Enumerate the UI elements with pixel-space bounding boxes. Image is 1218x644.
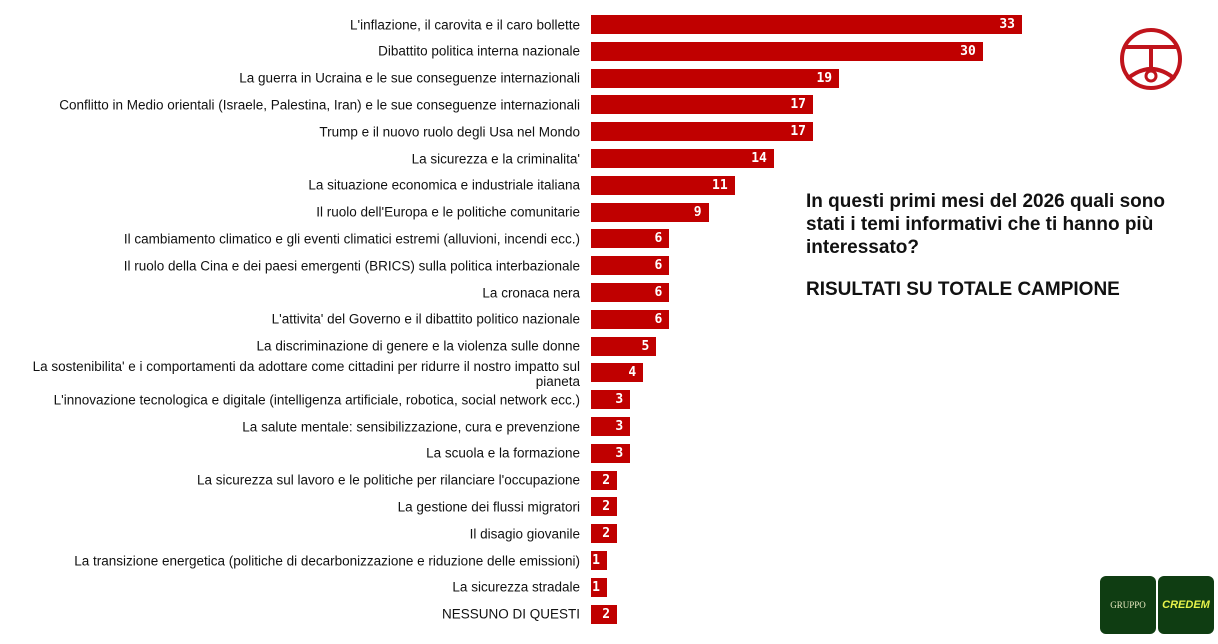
bar: 6 [591, 256, 670, 276]
category-label: La discriminazione di genere e la violen… [256, 338, 580, 354]
category-label: La gestione dei flussi migratori [397, 499, 580, 515]
data-label: 17 [790, 124, 807, 140]
data-label: 11 [712, 177, 728, 193]
category-label: NESSUNO DI QUESTI [441, 606, 580, 622]
category-label: La situazione economica e industriale it… [308, 177, 580, 193]
category-label: L'innovazione tecnologica e digitale (in… [53, 392, 580, 408]
category-label: La sicurezza stradale [452, 579, 580, 595]
bar: 4 [591, 363, 644, 383]
category-label: Dibattito politica interna nazionale [378, 43, 580, 59]
category-label: La transizione energetica (politiche di … [74, 553, 580, 568]
bar: 1 [591, 577, 607, 597]
bar: 2 [591, 524, 618, 544]
bar: 6 [591, 229, 670, 249]
bar: 33 [591, 15, 1022, 34]
bar: 3 [591, 443, 631, 463]
category-label: Il ruolo dell'Europa e le politiche comu… [316, 204, 580, 220]
category-label: La sostenibilita' e i comportamenti da a… [32, 359, 580, 390]
logo-gruppo: GRUPPO [1100, 576, 1156, 634]
bar: 2 [591, 604, 618, 624]
bar: 6 [591, 283, 670, 302]
bar-row: La situazione economica e industriale it… [0, 172, 1000, 199]
bar-row: Dibattito politica interna nazionale 30 [0, 38, 1000, 65]
bar: 6 [591, 309, 670, 329]
data-label: 4 [628, 365, 637, 381]
category-label: Il cambiamento climatico e gli eventi cl… [123, 231, 580, 247]
bar-row: La gestione dei flussi migratori 2 [0, 493, 1000, 520]
bar: 17 [591, 95, 814, 115]
data-label: 5 [641, 338, 650, 354]
category-label: Conflitto in Medio orientali (Israele, P… [59, 97, 580, 113]
bar-row: L'inflazione, il carovita e il caro boll… [0, 11, 1022, 38]
bar: 3 [591, 390, 631, 410]
data-label: 6 [654, 311, 663, 327]
data-label: 3 [615, 445, 624, 461]
category-label: L'inflazione, il carovita e il caro boll… [350, 17, 580, 32]
data-label: 17 [790, 97, 807, 113]
bar-row: La sicurezza stradale 1 [0, 574, 1000, 601]
data-label: 2 [602, 472, 611, 488]
data-label: 2 [602, 499, 611, 515]
subtitle: RISULTATI SU TOTALE CAMPIONE [806, 279, 1120, 300]
bar-row: La guerra in Ucraina e le sue conseguenz… [0, 65, 1000, 92]
data-label: 6 [654, 258, 663, 274]
data-label: 6 [654, 231, 663, 247]
bar-row: La scuola e la formazione 3 [0, 440, 1000, 467]
category-label: La sicurezza sul lavoro e le politiche p… [196, 472, 580, 488]
category-label: La scuola e la formazione [426, 445, 580, 461]
bar-row: L'innovazione tecnologica e digitale (in… [0, 386, 1000, 413]
category-label: Trump e il nuovo ruolo degli Usa nel Mon… [319, 124, 580, 140]
data-label: 19 [816, 70, 833, 86]
logo-credem: CREDEM [1158, 576, 1214, 634]
credem-logo: GRUPPO CREDEM [1100, 576, 1218, 634]
bar-row: La sicurezza sul lavoro e le politiche p… [0, 467, 1000, 494]
bar: 11 [591, 175, 735, 195]
bar-row: La cronaca nera 6 [0, 279, 1000, 306]
bar-row: La sicurezza e la criminalita' 14 [0, 145, 1000, 172]
category-label: La salute mentale: sensibilizzazione, cu… [242, 419, 580, 434]
bar-row: Il cambiamento climatico e gli eventi cl… [0, 225, 1000, 252]
bar: 1 [591, 551, 607, 570]
bar: 17 [591, 122, 814, 142]
bar-row: La transizione energetica (politiche di … [0, 547, 1000, 574]
data-label: 1 [592, 579, 600, 595]
data-label: 3 [615, 392, 624, 408]
bar-row: L'attivita' del Governo e il dibattito p… [0, 306, 1000, 333]
bar-row: Conflitto in Medio orientali (Israele, P… [0, 91, 1000, 118]
category-label: L'attivita' del Governo e il dibattito p… [271, 311, 580, 327]
data-label: 3 [615, 419, 624, 434]
category-label: La sicurezza e la criminalita' [411, 151, 580, 166]
bar-row: Il disagio giovanile 2 [0, 520, 1000, 547]
bar-row: La salute mentale: sensibilizzazione, cu… [0, 413, 1000, 440]
category-label: La cronaca nera [482, 285, 580, 300]
data-label: 2 [602, 606, 611, 622]
data-label: 9 [693, 204, 702, 220]
data-label: 1 [592, 553, 600, 568]
bar-row: Il ruolo dell'Europa e le politiche comu… [0, 199, 1000, 226]
bar-row: NESSUNO DI QUESTI 2 [0, 601, 1000, 628]
bar-row: La discriminazione di genere e la violen… [0, 333, 1000, 360]
bar: 5 [591, 336, 657, 356]
bar-row: Trump e il nuovo ruolo degli Usa nel Mon… [0, 118, 1000, 145]
category-label: La guerra in Ucraina e le sue conseguenz… [239, 70, 580, 86]
category-label: Il ruolo della Cina e dei paesi emergent… [123, 258, 580, 274]
bar: 2 [591, 470, 618, 490]
bar: 30 [591, 41, 983, 61]
data-label: 2 [602, 526, 611, 542]
bar: 2 [591, 497, 618, 517]
bar: 19 [591, 68, 840, 88]
bar-row: Il ruolo della Cina e dei paesi emergent… [0, 252, 1000, 279]
data-label: 30 [960, 43, 976, 59]
eye-logo-icon [1120, 28, 1182, 90]
data-label: 33 [999, 17, 1015, 32]
bar-row: La sostenibilita' e i comportamenti da a… [0, 359, 1000, 390]
bar: 14 [591, 149, 774, 168]
bar: 9 [591, 202, 709, 222]
data-label: 14 [751, 151, 767, 166]
question-text: In questi primi mesi del 2026 quali sono… [806, 191, 1165, 258]
bar: 3 [591, 417, 631, 436]
category-label: Il disagio giovanile [469, 526, 580, 542]
data-label: 6 [654, 285, 663, 300]
